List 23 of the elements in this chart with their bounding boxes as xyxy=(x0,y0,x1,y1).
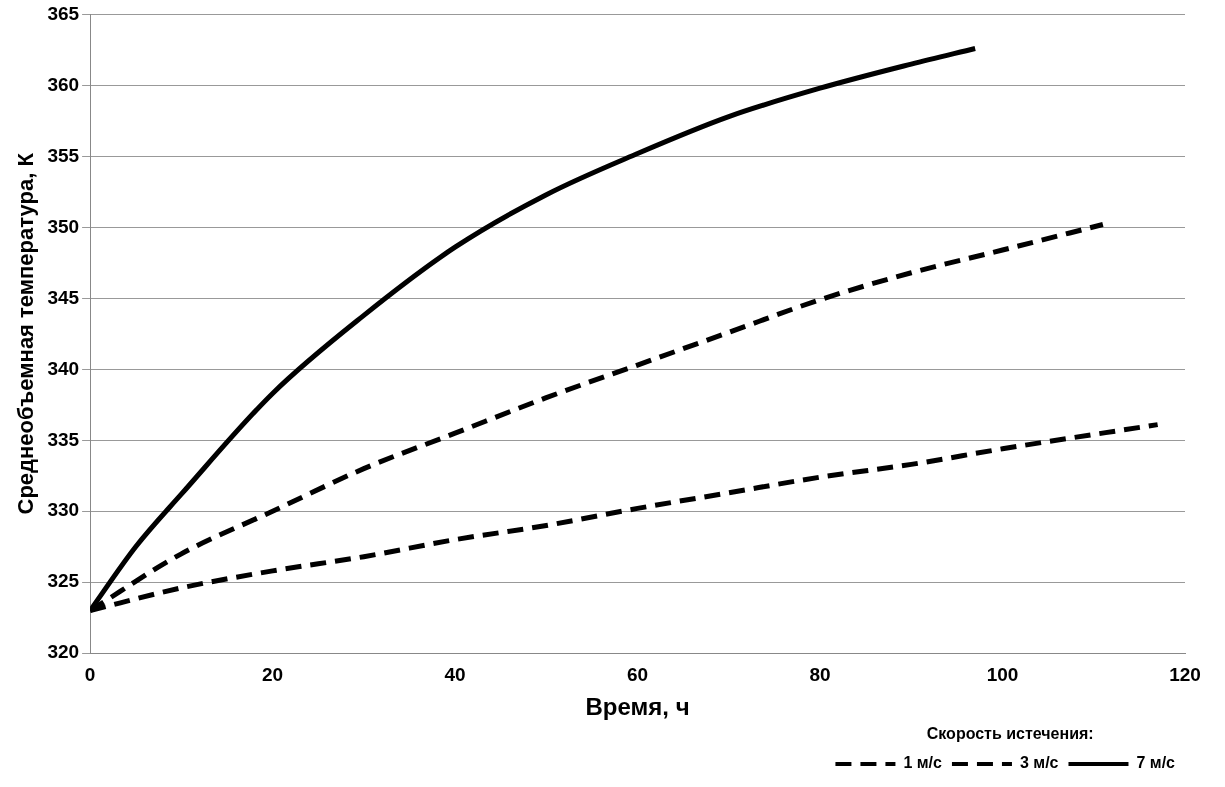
y-tick-label: 320 xyxy=(47,641,80,663)
x-tick-label: 20 xyxy=(262,663,284,685)
x-tick-label: 120 xyxy=(1169,663,1201,685)
y-tick-label: 365 xyxy=(47,2,80,24)
legend-label: 1 м/с xyxy=(903,754,943,772)
y-tick-label: 345 xyxy=(47,286,80,308)
y-axis-title: Среднеобъемная температура, К xyxy=(13,152,39,515)
legend-title: Скорость истечения: xyxy=(926,725,1094,743)
y-tick-label: 355 xyxy=(47,144,80,166)
x-axis-title: Время, ч xyxy=(585,693,690,721)
x-tick-label: 0 xyxy=(84,663,96,685)
y-tick-label: 340 xyxy=(47,357,80,379)
x-tick-label: 80 xyxy=(809,663,831,685)
x-tick-label: 100 xyxy=(986,663,1019,685)
y-tick-label: 325 xyxy=(47,570,80,592)
y-tick-label: 330 xyxy=(47,499,80,521)
y-tick-label: 335 xyxy=(47,428,80,450)
legend-label: 7 м/с xyxy=(1136,754,1176,772)
legend-label: 3 м/с xyxy=(1019,754,1059,772)
y-tick-label: 360 xyxy=(47,73,80,95)
y-tick-label: 350 xyxy=(47,215,80,237)
x-tick-label: 60 xyxy=(626,663,649,685)
x-tick-label: 40 xyxy=(444,663,466,685)
